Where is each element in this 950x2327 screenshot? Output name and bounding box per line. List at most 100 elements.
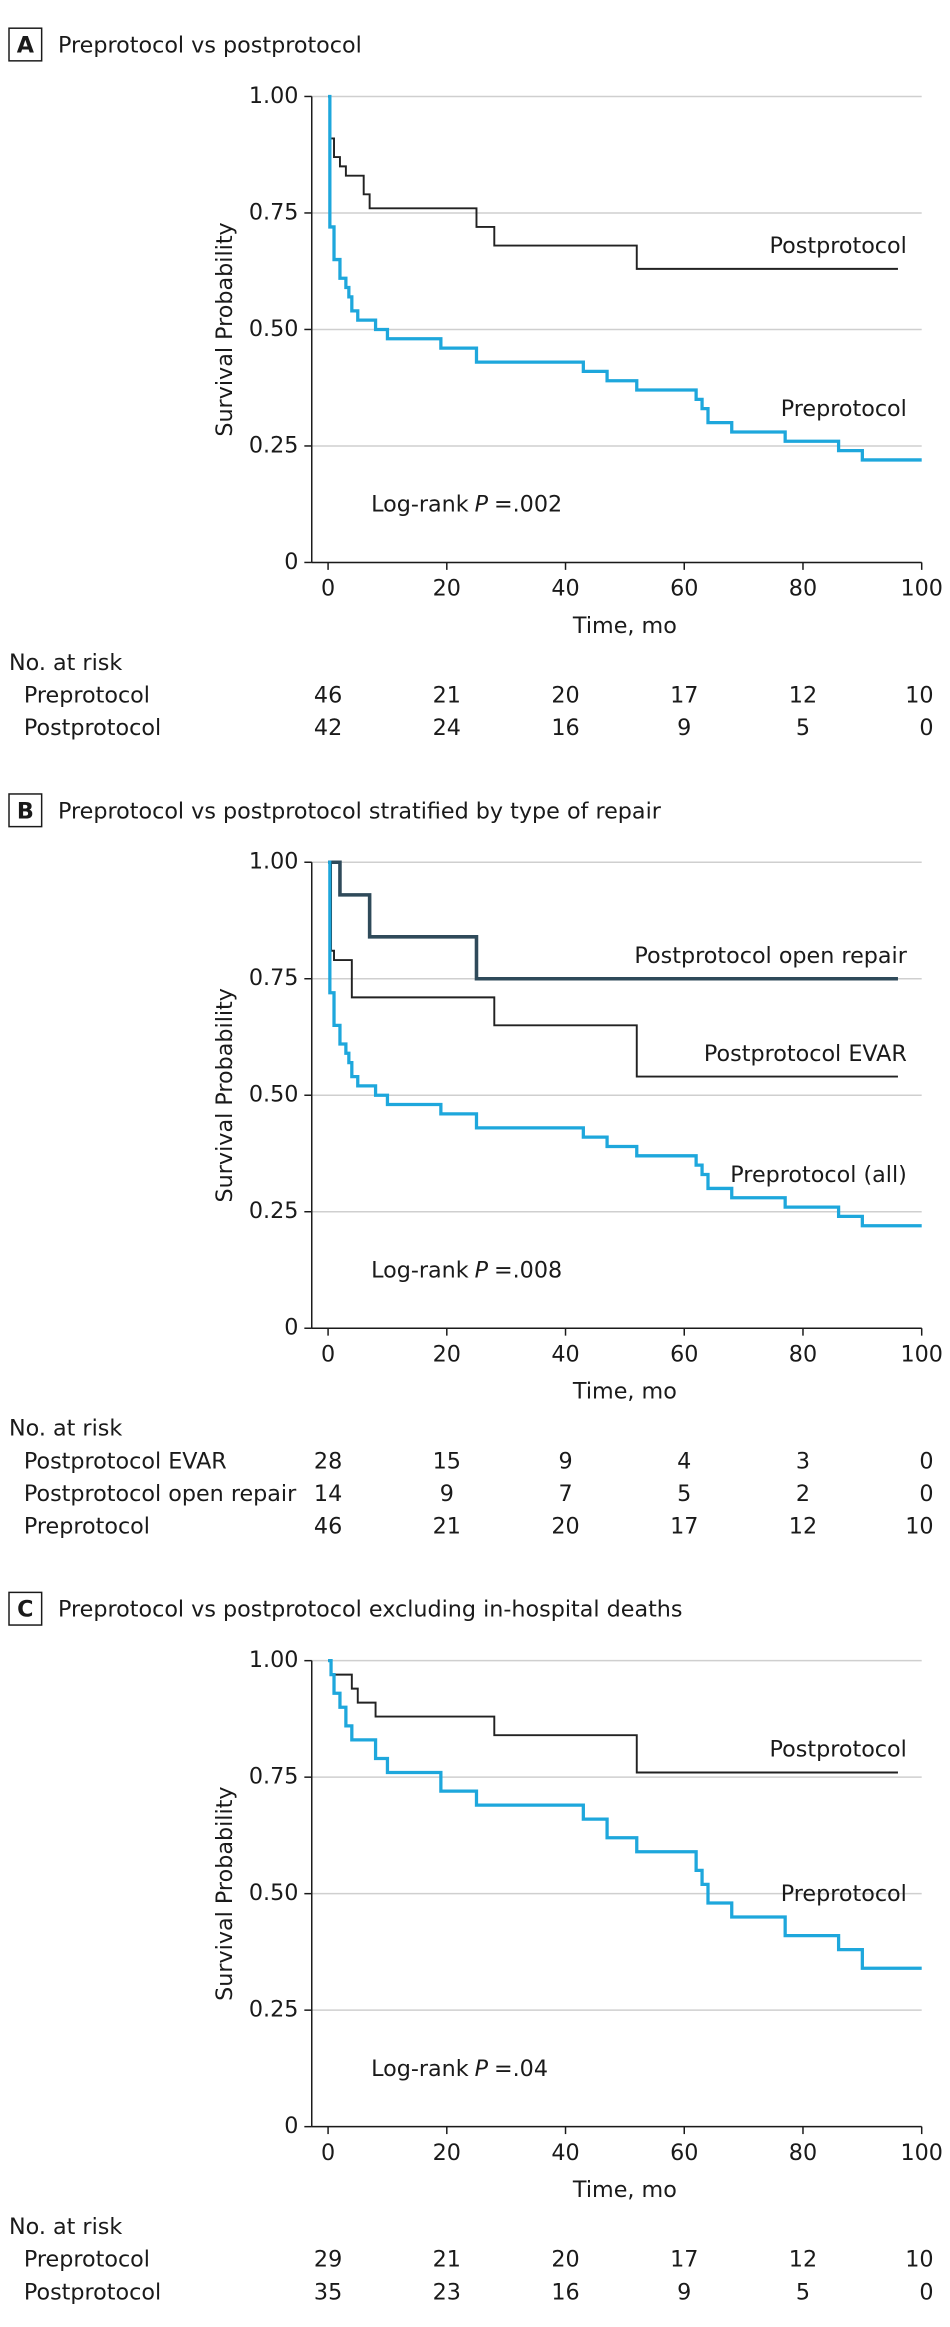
risk-count: 16 [551, 2279, 579, 2305]
y-tick-label: 0.25 [249, 1997, 299, 2023]
risk-count: 9 [440, 1481, 454, 1507]
risk-count: 15 [433, 1448, 461, 1474]
risk-count: 10 [905, 1514, 933, 1540]
annotation-part: Log-rank [371, 491, 469, 517]
risk-count: 5 [677, 1481, 691, 1507]
risk-count: 35 [314, 2279, 342, 2305]
risk-row-name: Postprotocol [24, 2279, 161, 2305]
risk-count: 7 [558, 1481, 572, 1507]
series-label: Postprotocol [770, 1737, 907, 1763]
risk-count: 10 [905, 683, 933, 709]
risk-count: 0 [919, 1448, 933, 1474]
y-tick-label: 1.00 [249, 849, 299, 875]
series-label: Postprotocol EVAR [704, 1041, 907, 1067]
y-tick-label: 0.75 [249, 965, 299, 991]
series-label: Preprotocol [781, 1881, 907, 1907]
x-tick-label: 20 [433, 2140, 461, 2166]
risk-row-name: Postprotocol EVAR [24, 1448, 227, 1474]
x-tick-label: 80 [789, 1341, 817, 1367]
risk-count: 17 [670, 683, 698, 709]
y-axis-label: Survival Probability [212, 1786, 238, 2000]
risk-count: 12 [789, 2247, 817, 2273]
panel-title: Preprotocol vs postprotocol excluding in… [58, 1597, 683, 1623]
risk-count: 20 [551, 2247, 579, 2273]
series-label: Preprotocol [781, 396, 907, 422]
risk-count: 0 [919, 2279, 933, 2305]
risk-count: 0 [919, 1481, 933, 1507]
risk-count: 21 [433, 683, 461, 709]
risk-count: 12 [789, 683, 817, 709]
x-tick-label: 0 [321, 2140, 335, 2166]
risk-count: 14 [314, 1481, 342, 1507]
y-tick-label: 0.50 [249, 1082, 299, 1108]
risk-count: 21 [433, 2247, 461, 2273]
x-tick-label: 40 [551, 2140, 579, 2166]
risk-count: 46 [314, 683, 342, 709]
risk-count: 16 [551, 715, 579, 741]
y-axis-label: Survival Probability [212, 988, 238, 1202]
survival-curve [328, 860, 922, 1228]
survival-curve [328, 94, 922, 462]
risk-count: 20 [551, 683, 579, 709]
risk-count: 12 [789, 1514, 817, 1540]
annotation: Log-rank P =.04 [371, 2055, 548, 2081]
risk-count: 2 [796, 1481, 810, 1507]
panel-title: Preprotocol vs postprotocol [58, 33, 362, 59]
x-axis-label: Time, mo [572, 2177, 677, 2203]
y-tick-label: 0.25 [249, 1198, 299, 1224]
y-tick-label: 0 [284, 2113, 298, 2139]
risk-row-name: Postprotocol [24, 715, 161, 741]
x-tick-label: 60 [670, 2140, 698, 2166]
survival-curve [328, 95, 898, 270]
y-tick-label: 1.00 [249, 83, 299, 109]
panel-badge [8, 27, 43, 62]
panel-badge [8, 1591, 43, 1626]
annotation-part: =.002 [494, 491, 562, 517]
x-tick-label: 0 [321, 1341, 335, 1367]
x-tick-label: 60 [670, 1341, 698, 1367]
y-tick-label: 0.25 [249, 432, 299, 458]
series-label: Postprotocol open repair [634, 943, 907, 969]
y-tick-label: 0 [284, 549, 298, 575]
survival-curve [328, 1659, 922, 1970]
y-axis-label: Survival Probability [212, 222, 238, 436]
risk-count: 9 [558, 1448, 572, 1474]
annotation-part: =.04 [494, 2055, 548, 2081]
x-tick-label: 40 [551, 1341, 579, 1367]
x-tick-label: 0 [321, 576, 335, 602]
series-label: Preprotocol (all) [730, 1162, 907, 1188]
annotation-part: P [475, 2055, 489, 2081]
y-tick-label: 1.00 [249, 1647, 299, 1673]
annotation-part: P [475, 1257, 489, 1283]
annotation: Log-rank P =.002 [371, 491, 562, 517]
risk-row-name: Preprotocol [24, 2247, 150, 2273]
risk-count: 9 [677, 715, 691, 741]
risk-count: 24 [433, 715, 461, 741]
x-tick-label: 100 [900, 1341, 942, 1367]
x-tick-label: 60 [670, 576, 698, 602]
panel-letter: C [17, 1597, 33, 1623]
risk-row-name: Preprotocol [24, 1514, 150, 1540]
x-axis-label: Time, mo [572, 613, 677, 639]
x-tick-label: 80 [789, 2140, 817, 2166]
risk-count: 46 [314, 1514, 342, 1540]
panel-badge [8, 793, 43, 828]
y-tick-label: 0.75 [249, 1764, 299, 1790]
x-tick-label: 80 [789, 576, 817, 602]
x-tick-label: 40 [551, 576, 579, 602]
series-label: Postprotocol [770, 233, 907, 259]
x-tick-label: 100 [900, 2140, 942, 2166]
risk-count: 5 [796, 2279, 810, 2305]
annotation-part: =.008 [494, 1257, 562, 1283]
risk-count: 17 [670, 2247, 698, 2273]
y-tick-label: 0 [284, 1315, 298, 1341]
x-tick-label: 20 [433, 576, 461, 602]
survival-curve [328, 860, 898, 981]
risk-count: 20 [551, 1514, 579, 1540]
x-tick-label: 100 [900, 576, 942, 602]
risk-count: 5 [796, 715, 810, 741]
y-tick-label: 0.75 [249, 199, 299, 225]
risk-count: 10 [905, 2247, 933, 2273]
risk-table-title: No. at risk [9, 2214, 122, 2240]
